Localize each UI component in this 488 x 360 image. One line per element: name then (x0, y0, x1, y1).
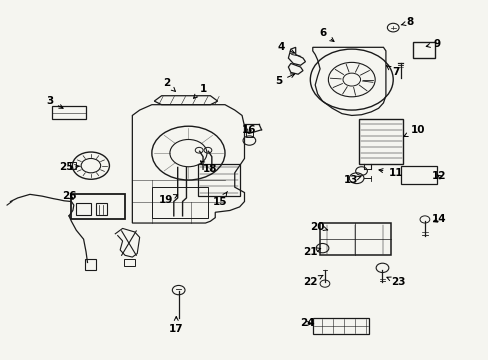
Text: 24: 24 (300, 319, 315, 328)
Text: 12: 12 (431, 171, 446, 181)
Text: 14: 14 (431, 215, 446, 224)
Text: 6: 6 (318, 28, 333, 41)
Text: 7: 7 (386, 66, 399, 77)
Text: 8: 8 (400, 17, 413, 27)
Text: 20: 20 (310, 222, 327, 231)
Bar (198, 164, 239, 196)
Bar (400, 166, 436, 184)
Text: 16: 16 (242, 125, 256, 135)
Bar (71, 194, 125, 220)
Text: 26: 26 (61, 191, 76, 201)
Bar (152, 187, 207, 218)
Text: 13: 13 (343, 175, 360, 185)
Text: 9: 9 (426, 39, 440, 49)
Bar (312, 318, 368, 334)
Text: 2: 2 (163, 78, 175, 91)
Text: 23: 23 (386, 277, 405, 287)
Text: 22: 22 (303, 275, 322, 287)
Text: 3: 3 (46, 96, 63, 108)
Text: 19: 19 (159, 194, 177, 205)
Text: 21: 21 (303, 247, 320, 257)
Bar (412, 42, 434, 58)
Text: 25: 25 (59, 162, 79, 172)
Bar (96, 203, 106, 215)
Text: 10: 10 (403, 125, 424, 136)
Bar (70, 162, 76, 169)
Text: 18: 18 (200, 161, 217, 174)
Text: 11: 11 (378, 168, 402, 178)
Bar (358, 119, 402, 164)
Bar (52, 107, 86, 119)
Bar (76, 203, 91, 215)
Bar (320, 223, 390, 255)
Text: 15: 15 (212, 192, 227, 207)
Text: 4: 4 (277, 42, 294, 53)
Bar (245, 132, 252, 137)
Text: 1: 1 (193, 84, 206, 98)
Text: 17: 17 (168, 316, 183, 334)
Bar (85, 259, 96, 270)
Text: 5: 5 (274, 74, 294, 86)
Bar (124, 259, 135, 266)
